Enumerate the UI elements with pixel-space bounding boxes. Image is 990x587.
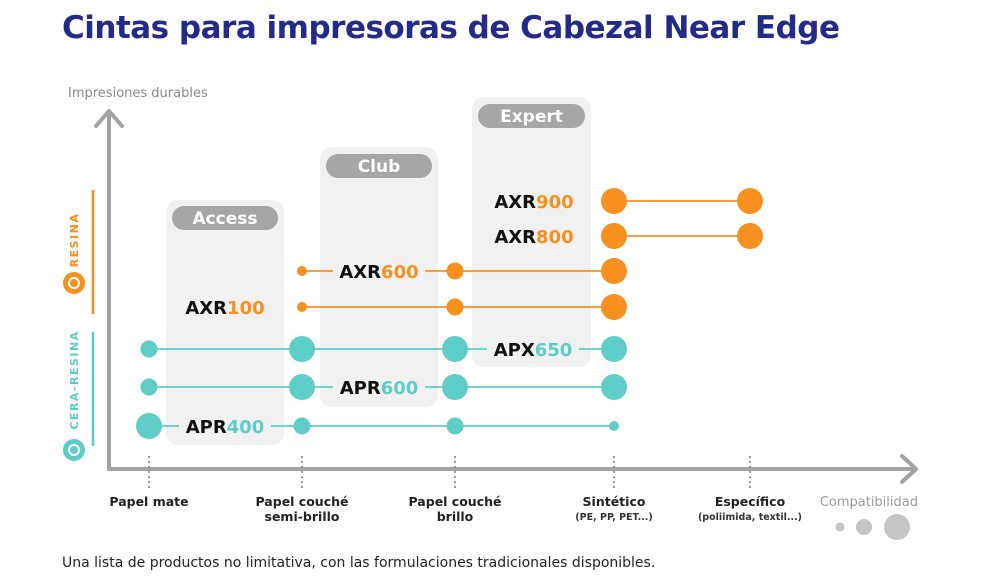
y-axis-label: Impresiones durables (68, 86, 208, 101)
series-label-bg (179, 296, 271, 318)
legend-size-large (884, 514, 910, 540)
group-pill-club (326, 154, 432, 178)
band-label: RESINA (68, 213, 81, 268)
series-label-bg (487, 338, 579, 360)
x-axis-arrow (900, 454, 918, 484)
series-label-axr800: AXR800 (494, 227, 573, 248)
series-label-bg (333, 376, 425, 398)
category-label: Papel couché (408, 494, 501, 509)
series-point (289, 336, 315, 362)
series-point (442, 374, 468, 400)
category-label: semi-brillo (265, 509, 340, 524)
band-label: CERA-RESINA (68, 330, 81, 429)
category-label: brillo (437, 509, 474, 524)
category-label: Papel mate (109, 494, 188, 509)
series-point (297, 302, 307, 312)
series-point (140, 378, 158, 396)
series-label-bg (488, 190, 580, 212)
page-title: Cintas para impresoras de Cabezal Near E… (62, 10, 840, 46)
series-label-axr100: AXR100 (185, 298, 264, 319)
resina-icon-detail (68, 277, 80, 289)
resina-icon (63, 272, 85, 294)
series-point (737, 223, 763, 249)
series-point (446, 417, 464, 435)
series-point (601, 294, 627, 320)
series-point (293, 417, 311, 435)
cera-resina-icon (63, 439, 85, 461)
series-label-apx650: APX650 (494, 340, 573, 361)
group-pill-access (172, 206, 278, 230)
series-point (601, 223, 627, 249)
series-point (601, 188, 627, 214)
series-point (601, 258, 627, 284)
series-label-bg (179, 415, 271, 437)
series-label-bg (488, 225, 580, 247)
series-label-axr900: AXR900 (494, 192, 573, 213)
category-label: Sintético (583, 494, 646, 509)
series-point (609, 421, 619, 431)
legend-size-medium (856, 519, 872, 535)
series-label-apr400: APR400 (186, 417, 265, 438)
category-label: Específico (715, 494, 786, 509)
group-panel-access (166, 200, 284, 445)
series-point (442, 336, 468, 362)
series-point (446, 262, 464, 280)
category-sublabel: (poliimida, textil...) (698, 512, 802, 523)
series-point (297, 266, 307, 276)
category-label: Papel couché (255, 494, 348, 509)
cera-resina-icon-detail (68, 444, 80, 456)
series-point (140, 340, 158, 358)
group-label: Access (192, 209, 257, 229)
series-point (289, 374, 315, 400)
group-pill-expert (478, 104, 585, 128)
footnote: Una lista de productos no limitativa, co… (62, 555, 656, 571)
group-label: Club (358, 157, 401, 177)
category-sublabel: (PE, PP, PET...) (575, 512, 652, 523)
legend-size-small (835, 522, 845, 532)
series-label-axr600: AXR600 (339, 262, 418, 283)
group-label: Expert (500, 107, 563, 127)
series-point (136, 413, 162, 439)
series-label-bg (333, 260, 425, 282)
series-label-apr600: APR600 (340, 378, 419, 399)
series-point (601, 336, 627, 362)
series-point (737, 188, 763, 214)
series-point (601, 374, 627, 400)
y-axis-arrow (94, 109, 124, 128)
series-point (446, 298, 464, 316)
x-axis-label: Compatibilidad (820, 495, 918, 510)
